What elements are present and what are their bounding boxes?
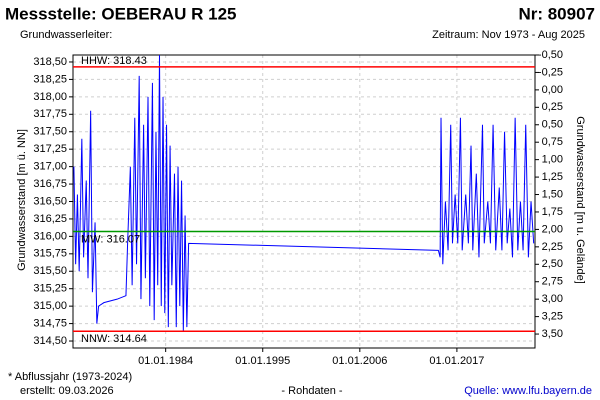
y2-tick-label: 2,50 <box>542 258 563 270</box>
period: Zeitraum: Nov 1973 - Aug 2025 <box>432 29 585 41</box>
y2-axis-label: Grundwasserstand [m u. Gelände] <box>574 116 586 284</box>
aquifer: Grundwasserleiter: <box>20 29 112 41</box>
plot-frame <box>72 54 536 349</box>
y-tick-label: 317,75 <box>33 108 67 120</box>
y-axis-label: Grundwasserstand [m ü. NN] <box>16 129 28 271</box>
footnote: * Abflussjahr (1973-2024) <box>8 371 132 383</box>
y2-tick-label: 1,50 <box>542 188 563 200</box>
y2-tick-label: 2,75 <box>542 276 563 288</box>
y-tick-label: 315,75 <box>33 248 67 260</box>
y2-tick-label: 0,50 <box>542 119 563 131</box>
y2-tick-label: 2,25 <box>542 241 563 253</box>
created: erstellt: 09.03.2026 <box>20 385 114 397</box>
x-tick-label: 01.01.2017 <box>429 355 484 367</box>
y2-tick-label: -0,50 <box>538 49 563 61</box>
chart-title: Messstelle: OEBERAU R 125 <box>5 4 236 23</box>
y2-tick-label: 1,25 <box>542 171 563 183</box>
y-tick-label: 318,25 <box>33 73 67 85</box>
y-tick-label: 314,75 <box>33 317 67 329</box>
y2-tick-label: 3,25 <box>542 311 563 323</box>
y-tick-label: 315,00 <box>33 300 67 312</box>
y-tick-label: 316,25 <box>33 213 67 225</box>
y-tick-label: 317,00 <box>33 161 67 173</box>
data-kind: - Rohdaten - <box>281 385 342 397</box>
y-tick-label: 317,50 <box>33 126 67 138</box>
y-tick-label: 316,00 <box>33 230 67 242</box>
reference-label: HHW: 318.43 <box>81 55 147 67</box>
y-tick-label: 316,75 <box>33 178 67 190</box>
y2-tick-label: 0,25 <box>542 101 563 113</box>
reference-label: MW: 316.07 <box>81 233 140 245</box>
y2-tick-label: 3,50 <box>542 328 563 340</box>
y2-tick-label: 3,00 <box>542 293 563 305</box>
y2-tick-label: -0,25 <box>538 66 563 78</box>
source: Quelle: www.lfu.bayern.de <box>464 385 592 397</box>
y2-tick-label: 0,00 <box>542 84 563 96</box>
y-tick-label: 315,50 <box>33 265 67 277</box>
y2-tick-label: 1,00 <box>542 154 563 166</box>
y-tick-label: 317,25 <box>33 143 67 155</box>
y-tick-label: 318,00 <box>33 91 67 103</box>
y-tick-label: 314,50 <box>33 335 67 347</box>
x-tick-label: 01.01.2006 <box>332 355 387 367</box>
y2-tick-label: 0,75 <box>542 136 563 148</box>
x-tick-label: 01.01.1984 <box>138 355 193 367</box>
y2-tick-label: 2,00 <box>542 223 563 235</box>
x-tick-label: 01.01.1995 <box>235 355 290 367</box>
reference-label: NNW: 314.64 <box>81 333 147 345</box>
y-tick-label: 318,50 <box>33 56 67 68</box>
y-tick-label: 315,25 <box>33 283 67 295</box>
y-tick-label: 316,50 <box>33 195 67 207</box>
station-number: Nr: 80907 <box>518 4 595 23</box>
y2-tick-label: 1,75 <box>542 206 563 218</box>
data-line <box>73 54 535 331</box>
